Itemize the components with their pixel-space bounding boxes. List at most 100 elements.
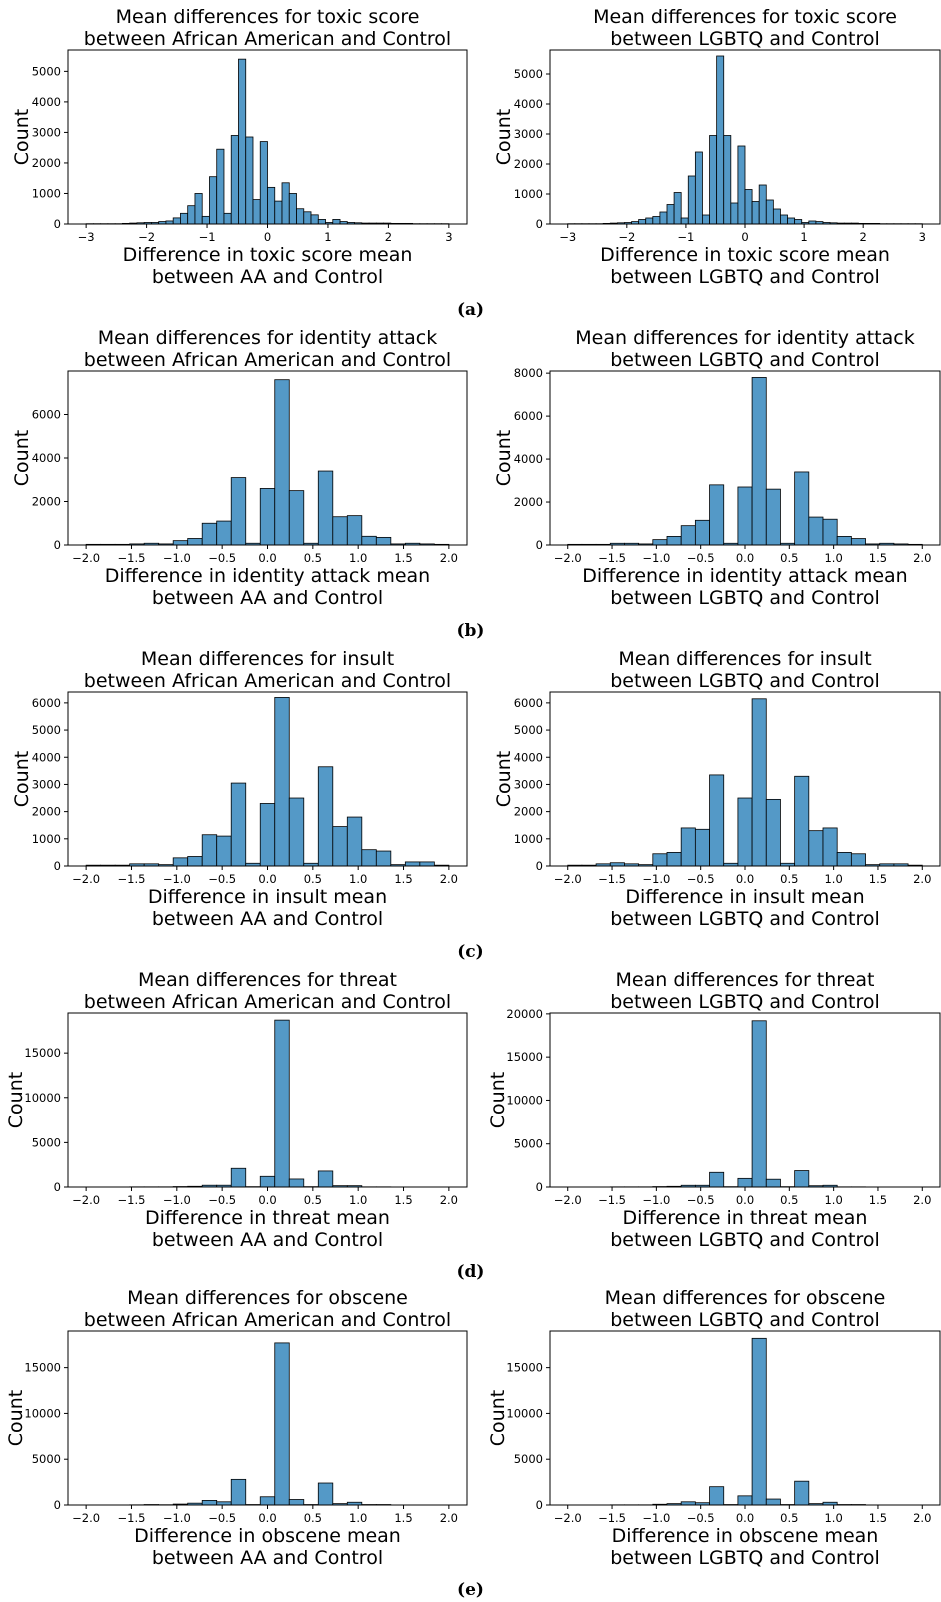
histogram-bar: [274, 200, 283, 225]
x-tick-label: 0.0: [736, 872, 754, 886]
plot-frame: [549, 1330, 941, 1506]
x-tick-label: 1.5: [869, 872, 887, 886]
y-tick-label: 10000: [24, 1406, 61, 1420]
chart-panel-5: −2.0 −1.5 −1.0 −0.5 0.0 0.5 1.0 1.5 2.0 0 1000 2000…: [11, 648, 468, 930]
histogram-bar: [666, 852, 682, 867]
y-axis-label: Count: [11, 751, 33, 807]
x-axis-label: between LGBTQ and Control: [610, 1229, 880, 1251]
y-tick-label: 0: [536, 859, 543, 873]
x-tick-label: 1.0: [824, 551, 842, 565]
x-tick-label: −1.5: [598, 551, 626, 565]
x-tick-label: 0.0: [258, 1511, 276, 1525]
y-axis-label: Count: [11, 109, 33, 165]
y-tick-label: 5000: [514, 1137, 543, 1151]
x-tick-label: 1.5: [394, 551, 412, 565]
histogram-bar: [375, 536, 392, 546]
histogram-bar: [230, 477, 247, 546]
y-tick-label: 5000: [32, 723, 61, 737]
histogram-bar: [172, 540, 189, 546]
y-tick-label: 0: [536, 217, 543, 231]
y-tick-label: 3000: [514, 127, 543, 141]
histogram-bar: [687, 175, 696, 225]
chart-panel-8: −2.0 −1.5 −1.0 −0.5 0.0 0.5 1.0 1.5 2.0 0 5000 1000…: [487, 969, 941, 1251]
histogram-bar: [303, 211, 312, 225]
x-tick-label: −0.5: [208, 551, 236, 565]
histogram-bar: [404, 861, 421, 867]
x-tick-label: 1.0: [349, 1511, 367, 1525]
histogram-bar: [216, 835, 232, 867]
x-tick-label: −1: [199, 230, 216, 244]
x-tick-label: 1: [324, 230, 331, 244]
y-tick-label: 15000: [24, 1046, 61, 1060]
y-axis-label: Count: [493, 751, 515, 807]
histogram-bar: [259, 1175, 276, 1188]
histogram-bar: [794, 775, 810, 867]
x-tick-label: −2: [138, 230, 155, 244]
y-tick-label: 1000: [514, 832, 543, 846]
y-tick-label: 5000: [514, 1452, 543, 1466]
x-tick-label: 1: [800, 230, 807, 244]
x-tick-label: −2.0: [72, 1511, 100, 1525]
histogram-bar: [274, 697, 290, 867]
histogram-bar: [259, 803, 276, 867]
histogram-bar: [751, 1020, 767, 1188]
x-tick-label: 2.0: [440, 1193, 458, 1207]
histogram-bar: [716, 55, 725, 225]
chart-title: Mean differences for obscene: [127, 1287, 408, 1309]
y-axis-label: Count: [487, 1072, 509, 1128]
histogram-bar: [419, 861, 435, 867]
chart-panel-10: −2.0 −1.5 −1.0 −0.5 0.0 0.5 1.0 1.5 2.0 0 5000 1000…: [487, 1287, 941, 1569]
x-tick-label: 0: [741, 230, 748, 244]
chart-title: between African American and Control: [84, 1309, 451, 1331]
chart-panel-2: −3 −2 −1 0 1 2 3 0 1000 2000 3000 4000 5000 Mean diff…: [493, 6, 941, 288]
chart-title: Mean differences for threat: [138, 969, 397, 991]
x-tick-label: 1.0: [349, 872, 367, 886]
histogram-bar: [638, 219, 647, 225]
chart-title: between African American and Control: [84, 670, 451, 692]
x-axis-label: Difference in insult mean: [625, 886, 864, 908]
x-tick-label: 1.0: [824, 1193, 842, 1207]
histogram-bar: [274, 1019, 290, 1188]
histogram-bar: [230, 782, 247, 867]
histogram-bar: [187, 856, 203, 867]
y-tick-label: 3000: [514, 777, 543, 791]
x-tick-label: 1.5: [394, 1511, 412, 1525]
chart-panel-6: −2.0 −1.5 −1.0 −0.5 0.0 0.5 1.0 1.5 2.0 0 1000 2000…: [493, 648, 941, 930]
x-tick-label: 0.0: [736, 551, 754, 565]
histogram-bar: [794, 471, 810, 546]
x-tick-label: 0.0: [258, 551, 276, 565]
x-tick-label: −2.0: [554, 551, 582, 565]
histogram-bar: [659, 211, 668, 225]
y-tick-label: 4000: [32, 451, 61, 465]
histogram-bar: [332, 219, 341, 225]
y-tick-label: 2000: [32, 805, 61, 819]
histogram-bar: [808, 516, 824, 546]
histogram-bar: [758, 184, 767, 225]
plot-frame: [549, 1012, 941, 1188]
histogram-bar: [709, 1171, 725, 1188]
x-tick-label: 1.0: [349, 551, 367, 565]
x-tick-label: −0.5: [687, 1511, 715, 1525]
x-tick-label: −1.0: [642, 1511, 670, 1525]
histogram-bar: [332, 516, 348, 546]
histogram-bar: [317, 1170, 334, 1188]
histogram-bar: [794, 219, 803, 225]
x-tick-label: 1.0: [824, 872, 842, 886]
histogram-bar: [652, 853, 668, 867]
y-tick-label: 2000: [32, 495, 61, 509]
histogram-bar: [259, 141, 268, 225]
x-axis-label: Difference in insult mean: [148, 886, 387, 908]
x-tick-label: −2.0: [554, 1193, 582, 1207]
histogram-bar: [281, 182, 290, 225]
y-tick-label: 15000: [506, 1361, 543, 1375]
x-tick-label: −0.5: [208, 872, 236, 886]
histogram-bar: [259, 1496, 276, 1506]
chart-title: Mean differences for identity attack: [98, 327, 437, 349]
x-tick-label: 2.0: [440, 872, 458, 886]
y-tick-label: 10000: [24, 1091, 61, 1105]
histogram-bar: [187, 538, 203, 546]
x-tick-label: −1.0: [642, 551, 670, 565]
y-tick-label: 15000: [24, 1361, 61, 1375]
histogram-bar: [751, 1337, 767, 1506]
x-tick-label: −1.5: [598, 1193, 626, 1207]
